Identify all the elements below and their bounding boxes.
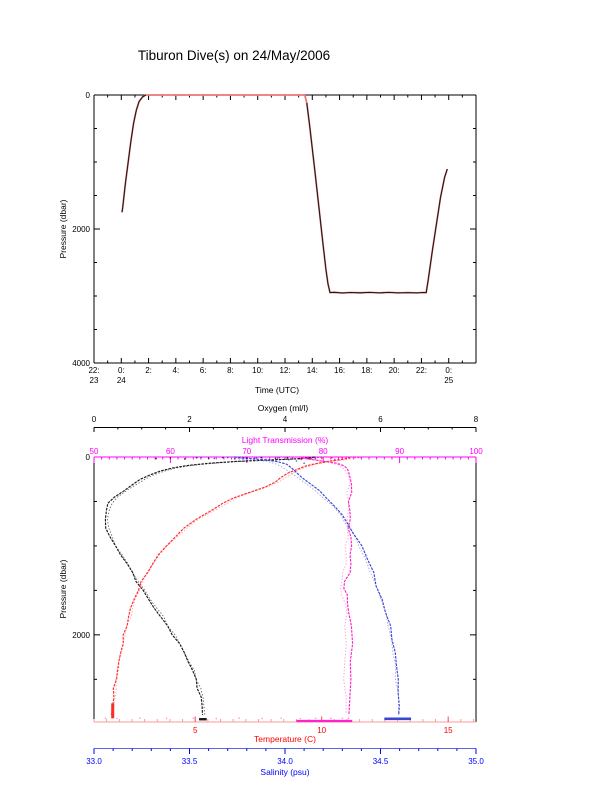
svg-text:0: 0 <box>92 415 97 424</box>
salinity-axis-label: Salinity (psu) <box>260 767 310 777</box>
svg-text:33.0: 33.0 <box>86 757 102 766</box>
svg-text:20:: 20: <box>389 366 400 375</box>
svg-text:2000: 2000 <box>72 225 90 234</box>
svg-text:22:: 22: <box>88 366 99 375</box>
svg-text:2:: 2: <box>145 366 152 375</box>
svg-text:60: 60 <box>166 447 175 456</box>
svg-text:16:: 16: <box>334 366 345 375</box>
page-title: Tiburon Dive(s) on 24/May/2006 <box>137 48 331 63</box>
svg-text:0: 0 <box>86 453 91 462</box>
svg-text:34.5: 34.5 <box>373 757 389 766</box>
svg-text:8:: 8: <box>227 366 234 375</box>
svg-text:24: 24 <box>117 376 126 385</box>
svg-text:2: 2 <box>187 415 192 424</box>
svg-text:80: 80 <box>319 447 328 456</box>
svg-text:34.0: 34.0 <box>277 757 293 766</box>
svg-text:8: 8 <box>474 415 479 424</box>
oxygen-axis-label: Oxygen (ml/l) <box>257 403 309 413</box>
svg-text:0:: 0: <box>118 366 125 375</box>
time-axis-label: Time (UTC) <box>254 385 300 395</box>
svg-text:4:: 4: <box>173 366 180 375</box>
svg-text:25: 25 <box>444 376 453 385</box>
svg-text:90: 90 <box>395 447 404 456</box>
svg-text:14:: 14: <box>307 366 318 375</box>
svg-text:15: 15 <box>444 726 453 735</box>
svg-text:2000: 2000 <box>72 631 90 640</box>
svg-text:12:: 12: <box>279 366 290 375</box>
svg-text:70: 70 <box>242 447 251 456</box>
svg-text:4: 4 <box>283 415 288 424</box>
svg-text:4000: 4000 <box>72 359 90 368</box>
temperature-axis-label: Temperature (C) <box>254 734 316 744</box>
svg-text:0: 0 <box>86 91 91 100</box>
svg-text:6: 6 <box>378 415 383 424</box>
top-chart-pressure-axis-label: Pressure (dbar) <box>58 199 68 259</box>
svg-text:100: 100 <box>469 447 483 456</box>
svg-text:10: 10 <box>317 726 326 735</box>
bottom-chart-pressure-axis-label: Pressure (dbar) <box>58 559 68 619</box>
svg-text:22:: 22: <box>416 366 427 375</box>
svg-text:33.5: 33.5 <box>182 757 198 766</box>
svg-text:0:: 0: <box>445 366 452 375</box>
svg-text:6:: 6: <box>200 366 207 375</box>
light-transmission-axis-label: Light Transmission (%) <box>241 435 329 445</box>
svg-text:35.0: 35.0 <box>468 757 484 766</box>
svg-text:50: 50 <box>90 447 99 456</box>
svg-text:18:: 18: <box>361 366 372 375</box>
svg-text:10:: 10: <box>252 366 263 375</box>
svg-text:5: 5 <box>193 726 198 735</box>
svg-text:23: 23 <box>90 376 99 385</box>
